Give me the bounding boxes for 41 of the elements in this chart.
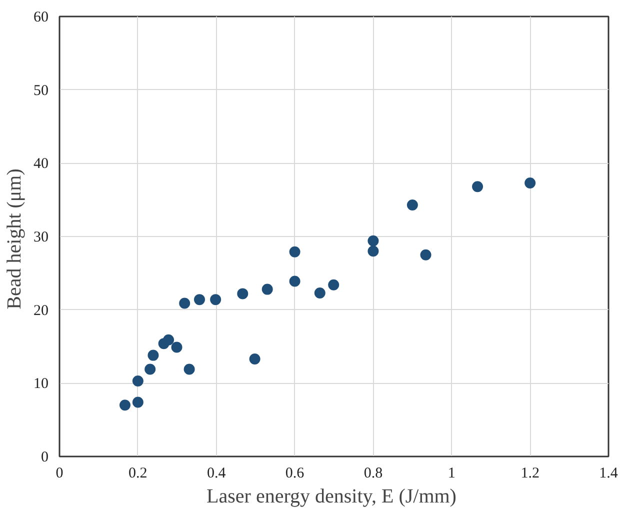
x-tick-label: 0.8	[364, 466, 383, 482]
point	[262, 284, 273, 295]
point	[163, 334, 174, 346]
y-tick-label: 20	[34, 302, 48, 319]
y-tick-label: 10	[34, 376, 48, 392]
y-tick-label: 40	[34, 156, 48, 172]
point	[524, 177, 536, 188]
x-tick-label: 0.6	[285, 466, 305, 482]
x-tick-label: 1.2	[520, 466, 540, 482]
y-tick-label: 30	[34, 230, 48, 246]
point	[132, 375, 144, 386]
point	[184, 364, 195, 375]
point	[237, 288, 248, 300]
x-tick-label: 0	[56, 466, 64, 482]
point	[289, 276, 300, 287]
point	[314, 287, 326, 298]
point	[328, 279, 340, 290]
point	[420, 249, 432, 260]
x-tick-label: 1	[448, 466, 456, 482]
x-tick-label: 0.4	[206, 466, 226, 482]
point	[210, 294, 222, 306]
point	[406, 199, 418, 210]
point	[119, 400, 130, 411]
y-tick-label: 0	[41, 450, 48, 466]
point	[144, 364, 156, 375]
y-tick-label: 60	[34, 10, 48, 26]
x-axis-title: Laser energy density, E (J/mm)	[206, 486, 456, 508]
x-tick-label: 0.2	[128, 466, 148, 482]
point	[289, 246, 300, 258]
x-tick-label: 1.4	[599, 466, 618, 482]
point	[368, 246, 379, 257]
point	[368, 235, 379, 246]
point	[472, 181, 484, 192]
point	[132, 396, 144, 408]
point	[148, 350, 159, 361]
point	[179, 298, 190, 309]
y-axis-title: Bead height (μm)	[4, 168, 26, 310]
y-tick-label: 50	[34, 82, 48, 99]
point	[249, 353, 260, 364]
point	[171, 342, 182, 353]
point	[194, 294, 205, 306]
